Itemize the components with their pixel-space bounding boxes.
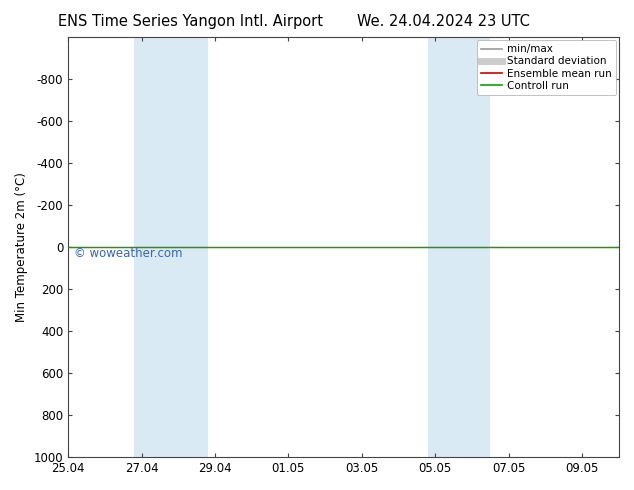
Legend: min/max, Standard deviation, Ensemble mean run, Controll run: min/max, Standard deviation, Ensemble me… xyxy=(477,40,616,95)
Text: We. 24.04.2024 23 UTC: We. 24.04.2024 23 UTC xyxy=(358,14,530,29)
Bar xyxy=(134,37,207,457)
Y-axis label: Min Temperature 2m (°C): Min Temperature 2m (°C) xyxy=(15,172,28,322)
Text: © woweather.com: © woweather.com xyxy=(74,247,182,260)
Bar xyxy=(428,37,491,457)
Text: ENS Time Series Yangon Intl. Airport: ENS Time Series Yangon Intl. Airport xyxy=(58,14,323,29)
